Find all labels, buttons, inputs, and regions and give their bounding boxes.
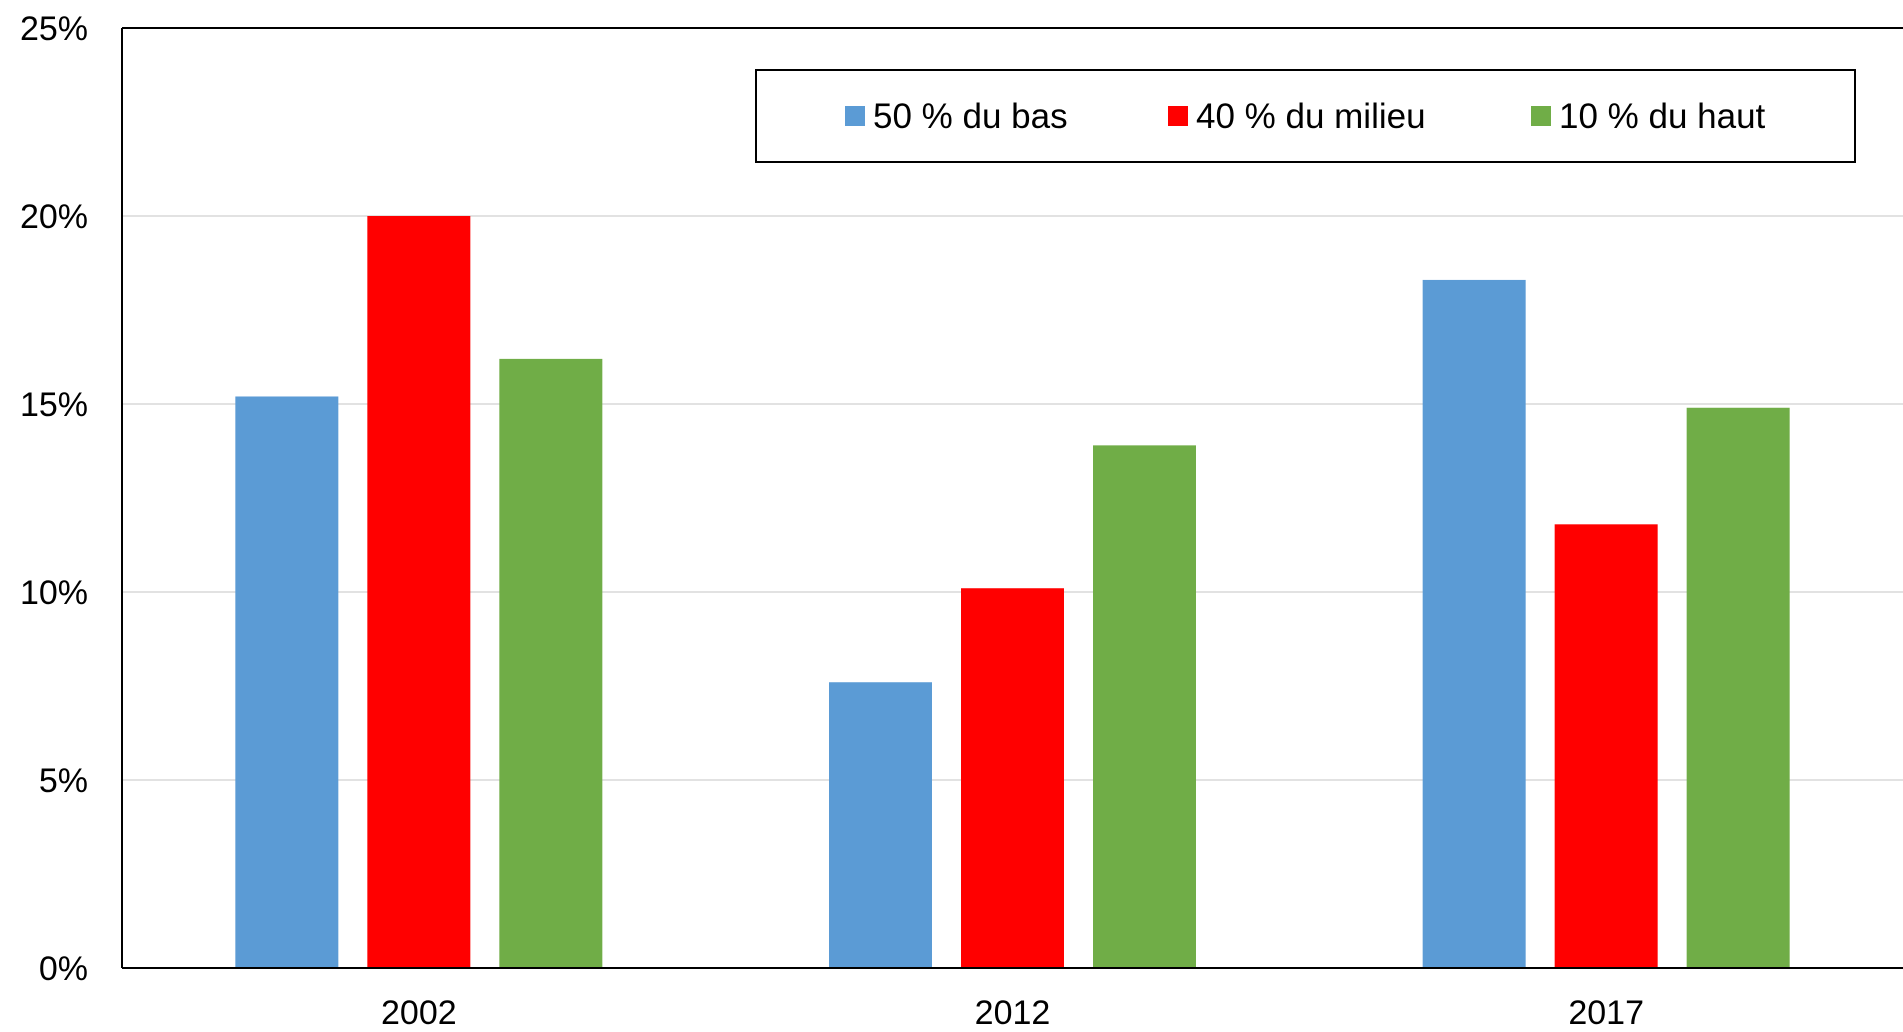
legend: 50 % du bas 40 % du milieu 10 % du haut <box>755 69 1856 163</box>
legend-label: 40 % du milieu <box>1196 97 1426 136</box>
bars <box>235 216 1790 969</box>
y-tick-label: 15% <box>20 386 88 424</box>
legend-box <box>755 69 1856 163</box>
y-tick-label: 25% <box>20 10 88 48</box>
bar-2017-series-1 <box>1422 279 1526 968</box>
bar-2012-series-1 <box>829 682 932 968</box>
bar-2002-series-3 <box>499 358 603 968</box>
x-axis-category-labels: 2002 2012 2017 <box>381 994 1644 1032</box>
bar-2002-series-1 <box>235 396 339 969</box>
bar-2017-series-2 <box>1554 524 1658 968</box>
y-tick-label: 10% <box>20 574 88 612</box>
legend-label: 10 % du haut <box>1559 97 1766 136</box>
bar-2012-series-3 <box>1093 445 1196 968</box>
bar-2012-series-2 <box>961 588 1064 968</box>
legend-swatch <box>1168 106 1188 126</box>
legend-swatch <box>1531 106 1551 126</box>
axes <box>121 27 1903 969</box>
y-tick-label: 5% <box>39 762 88 800</box>
y-axis-tick-labels: 0% 5% 10% 15% 20% 25% <box>20 10 88 988</box>
bar-2017-series-3 <box>1686 407 1790 968</box>
bar-2002-series-2 <box>367 216 471 968</box>
y-tick-label: 20% <box>20 198 88 236</box>
y-tick-label: 0% <box>39 950 88 988</box>
legend-label: 50 % du bas <box>873 97 1068 136</box>
x-category-label: 2012 <box>975 994 1051 1032</box>
legend-swatch <box>845 106 865 126</box>
x-category-label: 2002 <box>381 994 457 1032</box>
x-category-label: 2017 <box>1568 994 1644 1032</box>
